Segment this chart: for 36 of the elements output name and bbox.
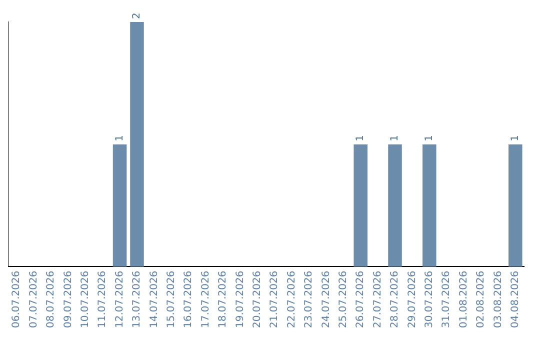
x-tick-label: 07.07.2026 — [28, 270, 40, 328]
x-tick-label: 13.07.2026 — [132, 270, 143, 328]
x-tick-label: 12.07.2026 — [114, 270, 126, 328]
data-label: 1 — [114, 134, 126, 142]
x-tick-label: 08.07.2026 — [46, 270, 57, 328]
x-tick-label: 03.08.2026 — [492, 270, 504, 328]
x-tick-label: 29.07.2026 — [406, 270, 418, 328]
x-tick-label: 26.07.2026 — [355, 270, 366, 328]
x-tick-label: 24.07.2026 — [320, 270, 332, 328]
data-label: 1 — [424, 134, 435, 142]
x-tick-label: 06.07.2026 — [11, 270, 22, 328]
x-tick-label: 25.07.2026 — [338, 270, 349, 328]
x-tick-label: 04.08.2026 — [510, 270, 521, 328]
x-tick-label: 11.07.2026 — [97, 270, 108, 328]
x-tick-label: 14.07.2026 — [148, 270, 160, 328]
x-tick-label: 18.07.2026 — [218, 270, 229, 328]
data-label: 1 — [510, 134, 521, 142]
x-tick-label: 15.07.2026 — [166, 270, 177, 328]
data-label: 2 — [132, 12, 143, 19]
x-tick-label: 10.07.2026 — [80, 270, 91, 328]
x-tick-label: 17.07.2026 — [200, 270, 212, 328]
x-tick-label: 01.08.2026 — [458, 270, 470, 328]
x-tick-label: 22.07.2026 — [286, 270, 298, 328]
data-label: 1 — [390, 134, 401, 142]
data-label: 1 — [355, 134, 366, 142]
x-tick-label: 16.07.2026 — [183, 270, 194, 328]
x-tick-label: 30.07.2026 — [424, 270, 435, 328]
x-tick-label: 19.07.2026 — [234, 270, 246, 328]
x-tick-label: 09.07.2026 — [62, 270, 74, 328]
x-tick-label: 21.07.2026 — [269, 270, 280, 328]
x-tick-label: 02.08.2026 — [476, 270, 487, 328]
x-tick-label: 28.07.2026 — [390, 270, 401, 328]
x-tick-label: 27.07.2026 — [372, 270, 384, 328]
x-tick-label: 31.07.2026 — [441, 270, 452, 328]
x-tick-label: 23.07.2026 — [304, 270, 315, 328]
x-tick-label: 20.07.2026 — [252, 270, 263, 328]
